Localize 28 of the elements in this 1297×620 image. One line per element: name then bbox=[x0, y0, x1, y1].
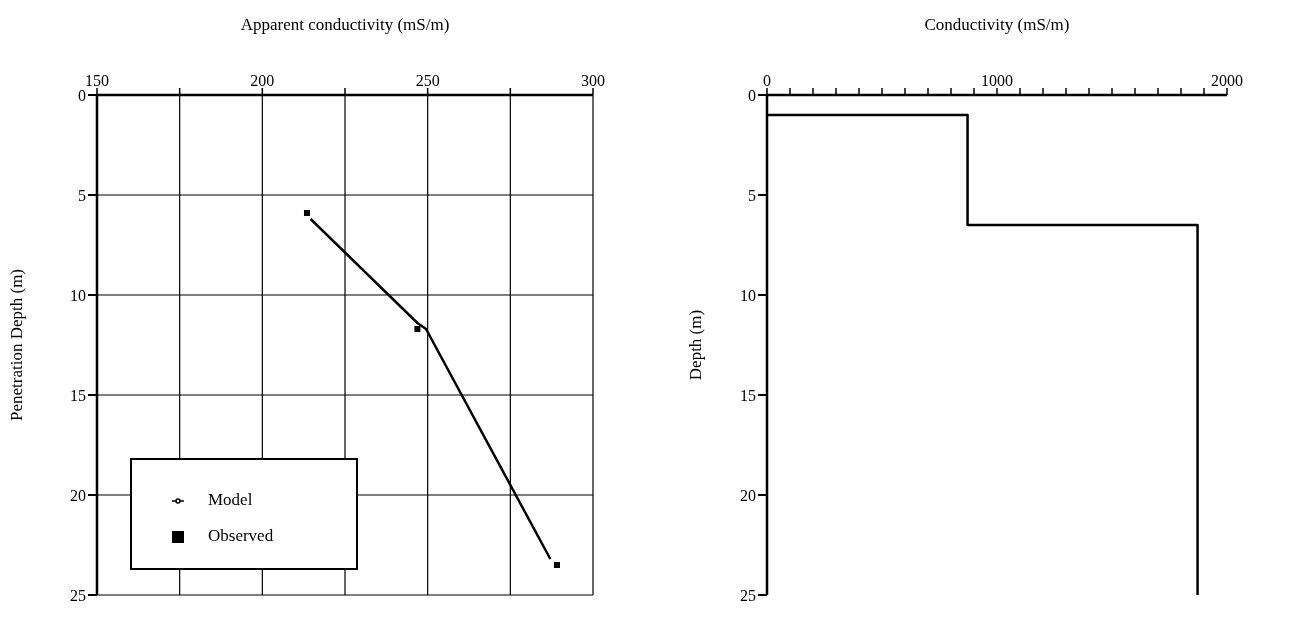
x-tick-label: 0 bbox=[763, 72, 771, 89]
y-tick-label: 15 bbox=[70, 386, 86, 404]
x-tick-label: 150 bbox=[85, 72, 109, 89]
y-tick-label: 15 bbox=[740, 386, 756, 404]
legend-label: Observed bbox=[208, 526, 274, 545]
y-tick-label: 25 bbox=[740, 586, 756, 604]
point bbox=[553, 562, 560, 568]
legend-label: Model bbox=[208, 490, 253, 509]
x-axis-title: Apparent conductivity (mS/m) bbox=[240, 15, 450, 34]
y-tick-label: 0 bbox=[78, 86, 86, 104]
x-axis-title: Conductivity (mS/m) bbox=[924, 15, 1070, 34]
y-tick-label: 10 bbox=[740, 286, 756, 304]
x-tick-label: 2000 bbox=[1211, 72, 1243, 89]
point bbox=[303, 210, 310, 216]
point bbox=[414, 326, 421, 332]
y-tick-label: 5 bbox=[748, 186, 756, 204]
y-tick-label: 0 bbox=[748, 86, 756, 104]
x-tick-label: 250 bbox=[415, 72, 440, 89]
y-tick-label: 25 bbox=[70, 586, 86, 604]
y-tick-label: 5 bbox=[78, 186, 86, 204]
y-tick-label: 10 bbox=[70, 286, 86, 304]
x-tick-label: 300 bbox=[581, 72, 605, 89]
y-tick-label: 20 bbox=[70, 486, 86, 504]
y-axis-title: Depth (m) bbox=[686, 309, 706, 381]
x-tick-label: 1000 bbox=[981, 72, 1013, 89]
y-tick-label: 20 bbox=[740, 486, 756, 504]
y-axis-title: Penetration Depth (m) bbox=[7, 268, 27, 422]
x-tick-label: 200 bbox=[250, 72, 275, 89]
